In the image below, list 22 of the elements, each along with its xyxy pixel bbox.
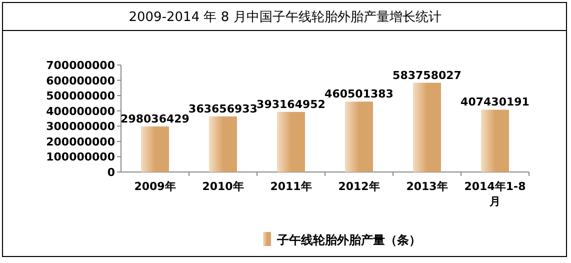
y-tick-label: 200000000 [46, 135, 116, 148]
x-tick-label: 2013年 [406, 180, 448, 193]
x-tick-label: 2012年 [338, 180, 380, 193]
y-tick-label: 100000000 [46, 150, 116, 164]
y-tick-label: 300000000 [46, 120, 116, 134]
x-tick-label: 2011年 [270, 180, 312, 193]
legend: 子午线轮胎外胎产量（条） [263, 232, 421, 247]
x-tick-label: 2014年1-8月 [464, 180, 526, 208]
x-tick-label: 2009年 [134, 180, 176, 193]
y-tick-label: 500000000 [46, 90, 116, 103]
data-label: 583758027 [392, 68, 462, 82]
title: 2009-2014 年 8 月中国子午线轮胎外胎产量增长统计 [128, 10, 442, 25]
data-label: 298036429 [120, 112, 190, 126]
data-label: 460501383 [324, 88, 394, 101]
y-tick-label: 0 [107, 166, 116, 179]
y-tick-label: 400000000 [46, 104, 116, 118]
data-label: 407430191 [460, 96, 530, 109]
x-tick-label: 2010年 [202, 180, 244, 193]
data-label: 363656933 [188, 102, 258, 116]
y-tick-label: 600000000 [46, 74, 116, 88]
y-tick-label: 700000000 [46, 59, 116, 72]
data-label: 393164952 [256, 98, 326, 111]
